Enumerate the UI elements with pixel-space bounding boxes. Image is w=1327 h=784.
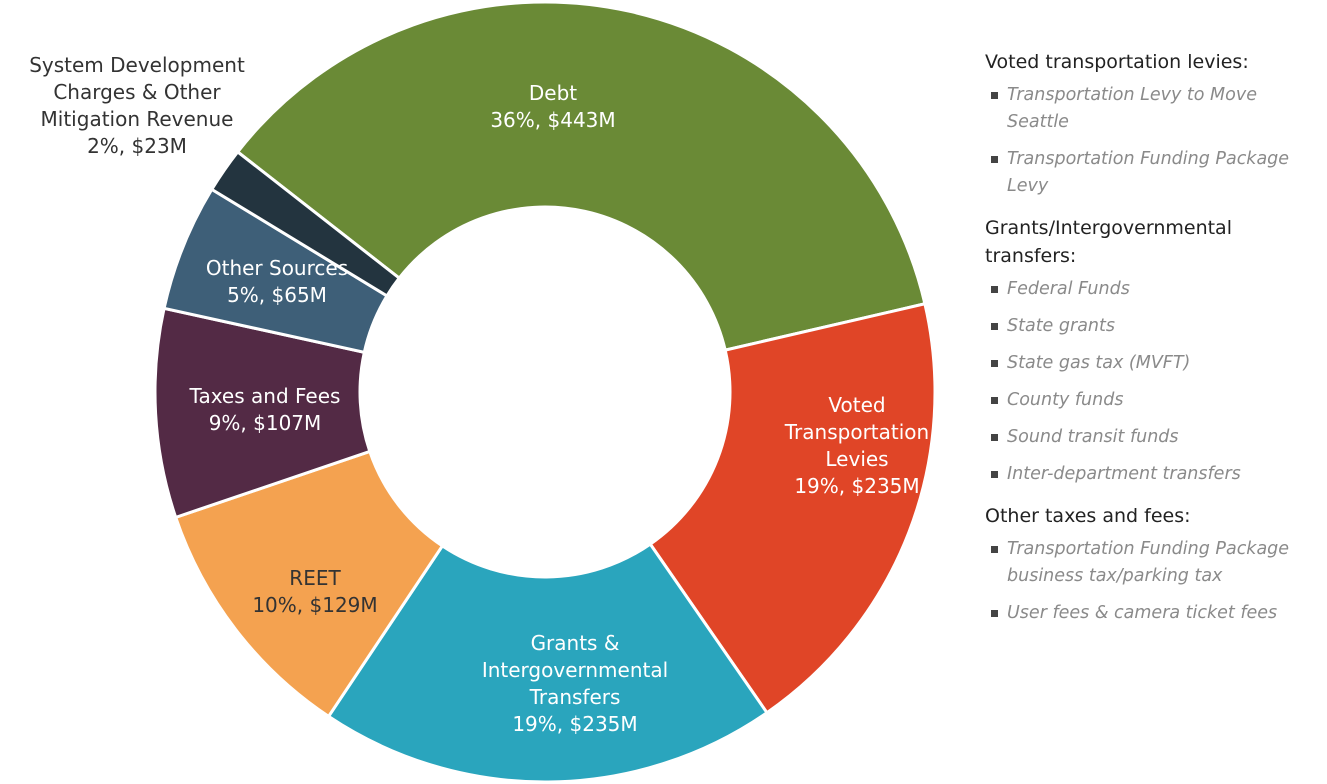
note-list: Federal Funds State grants State gas tax (… [985, 276, 1320, 488]
slice [648, 301, 937, 715]
slice-label: Voted Transportation Levies [784, 393, 929, 471]
slice-label: System Development Charges & Other Mitigat… [29, 53, 245, 131]
label-line: Levies [825, 447, 888, 471]
notes: Voted transportation levies: Transportati… [985, 48, 1320, 637]
slice [326, 542, 770, 784]
label-line: Grants & [531, 631, 620, 655]
note-item: State gas tax (MVFT) [985, 350, 1320, 377]
label-line: Mitigation Revenue [41, 107, 234, 131]
note-item: County funds [985, 387, 1320, 414]
note-item: User fees & camera ticket fees [985, 600, 1320, 627]
note-heading: Grants/Intergovernmental transfers: [985, 217, 1232, 267]
slice [235, 0, 927, 352]
label-line: Taxes and Fees [189, 384, 341, 408]
note-item: Federal Funds [985, 276, 1320, 303]
value-label: 5%, $65M [227, 283, 327, 307]
label-line: Transportation [784, 420, 929, 444]
note-heading: Voted transportation levies: [985, 51, 1249, 73]
label-line: Voted [828, 393, 885, 417]
slice [173, 449, 445, 719]
slice-label: Other Sources [206, 256, 348, 280]
chart: Debt 36%, $443M Voted Transportation Levies 1… [29, 0, 937, 784]
label-line: System Development [29, 53, 245, 77]
label-line: Debt [529, 81, 577, 105]
slice-label: Debt [529, 81, 577, 105]
label-line: REET [289, 566, 341, 590]
label-line: Intergovernmental [482, 658, 668, 682]
value-label: 10%, $129M [252, 593, 377, 617]
note-list: Transportation Levy to Move Seattle Trans… [985, 82, 1320, 200]
note-item: Inter-department transfers [985, 461, 1320, 488]
slice-label: Taxes and Fees [189, 384, 341, 408]
value-label: 9%, $107M [209, 411, 322, 435]
value-label: 36%, $443M [490, 108, 615, 132]
note-item: Transportation Levy to Move Seattle [985, 82, 1320, 136]
note-item: Sound transit funds [985, 424, 1320, 451]
note-item: Transportation Funding Package Levy [985, 146, 1320, 200]
label-line: Other Sources [206, 256, 348, 280]
label-line: Transfers [529, 685, 621, 709]
note-heading: Other taxes and fees: [985, 505, 1191, 527]
slice-label: REET [289, 566, 341, 590]
slice [209, 149, 402, 298]
note-item: State grants [985, 313, 1320, 340]
slice-label: Grants & Intergovernmental Transfers [482, 631, 668, 709]
label-line: Charges & Other [53, 80, 221, 104]
value-label: 19%, $235M [512, 712, 637, 736]
value-label: 19%, $235M [794, 474, 919, 498]
note-item: Transportation Funding Package business … [985, 536, 1320, 590]
value-label: 2%, $23M [87, 134, 187, 158]
note-list: Transportation Funding Package business … [985, 536, 1320, 627]
